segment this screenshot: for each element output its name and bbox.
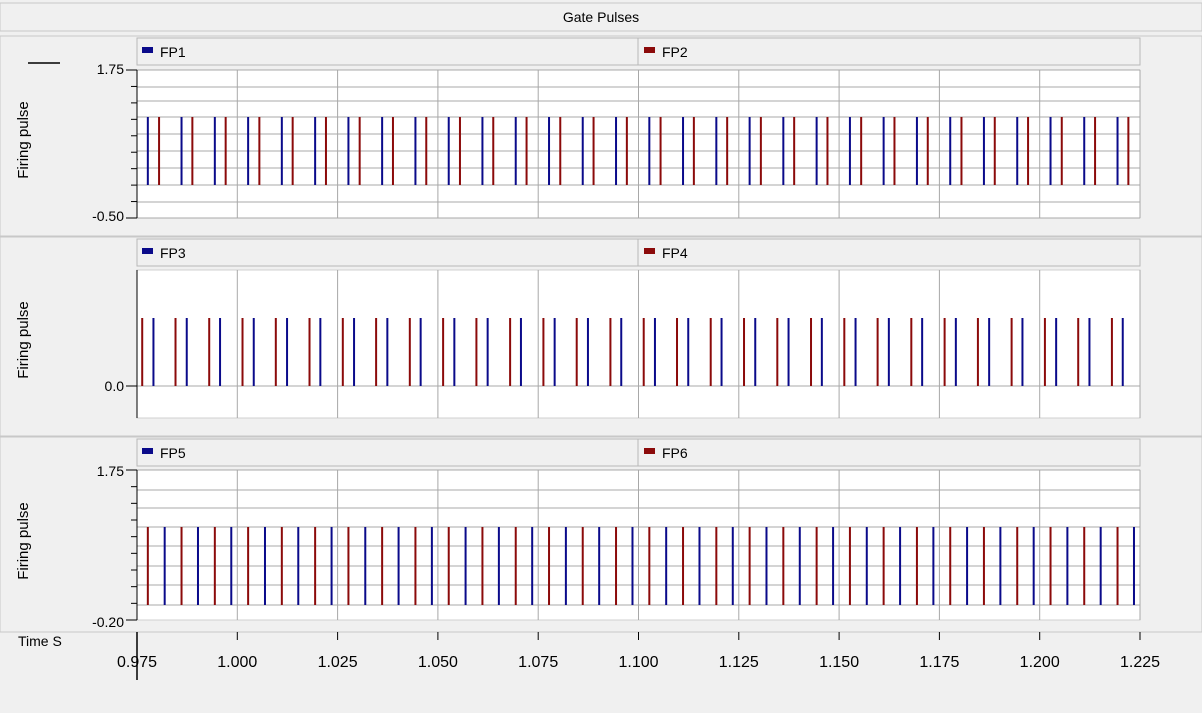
x-tick-label: 1.100 bbox=[618, 654, 658, 671]
y-tick-label: -0.20 bbox=[92, 614, 124, 630]
x-axis-label: Time S bbox=[18, 633, 62, 649]
legend-label-fp2: FP2 bbox=[662, 44, 688, 60]
legend-label-fp6: FP6 bbox=[662, 445, 688, 461]
y-tick-label: -0.50 bbox=[92, 208, 124, 224]
y-axis-label: Firing pulse bbox=[15, 502, 32, 580]
x-tick-label: 1.225 bbox=[1120, 654, 1160, 671]
legend-header-left bbox=[137, 38, 638, 65]
y-tick-label: 1.75 bbox=[97, 463, 124, 479]
y-tick-label: 0.0 bbox=[105, 378, 125, 394]
y-axis-label: Firing pulse bbox=[15, 301, 32, 379]
x-tick-label: 1.125 bbox=[719, 654, 759, 671]
x-tick-label: 1.050 bbox=[418, 654, 458, 671]
legend-label-fp5: FP5 bbox=[160, 445, 186, 461]
legend-header-right bbox=[638, 239, 1140, 266]
legend-header-left bbox=[137, 239, 638, 266]
legend-swatch-fp4 bbox=[644, 248, 655, 254]
legend-header-right bbox=[638, 439, 1140, 466]
chart-panel-1: FP1 FP2 Firing pulse 1.75 -0.50 bbox=[0, 36, 1202, 236]
legend-label-fp1: FP1 bbox=[160, 44, 186, 60]
x-tick-label: 1.150 bbox=[819, 654, 859, 671]
title-bar: Gate Pulses bbox=[0, 3, 1202, 31]
x-tick-label: 1.000 bbox=[217, 654, 257, 671]
panels: FP1 FP2 Firing pulse 1.75 -0.50 FP3 FP4 Firing … bbox=[0, 36, 1202, 632]
legend-header-right bbox=[638, 38, 1140, 65]
chart-panel-2: FP3 FP4 Firing pulse 0.0 bbox=[0, 237, 1202, 436]
legend-label-fp3: FP3 bbox=[160, 245, 186, 261]
chart-panel-3: FP5 FP6 Firing pulse 1.75 -0.20 bbox=[0, 437, 1202, 632]
legend-swatch-fp5 bbox=[142, 448, 153, 454]
legend-swatch-fp6 bbox=[644, 448, 655, 454]
x-axis: Time S 0.975 1.000 1.025 1.050 1.075 1.100 1.1… bbox=[18, 632, 1160, 680]
chart-title: Gate Pulses bbox=[563, 9, 639, 25]
x-tick-label: 1.200 bbox=[1020, 654, 1060, 671]
x-tick-label: 1.175 bbox=[919, 654, 959, 671]
legend-swatch-fp1 bbox=[142, 47, 153, 53]
y-axis-label: Firing pulse bbox=[15, 101, 32, 179]
x-tick-label: 1.075 bbox=[518, 654, 558, 671]
legend-swatch-fp2 bbox=[644, 47, 655, 53]
legend-swatch-fp3 bbox=[142, 248, 153, 254]
x-tick-label: 1.025 bbox=[318, 654, 358, 671]
legend-header-left bbox=[137, 439, 638, 466]
y-tick-label: 1.75 bbox=[97, 61, 124, 77]
legend-label-fp4: FP4 bbox=[662, 245, 688, 261]
